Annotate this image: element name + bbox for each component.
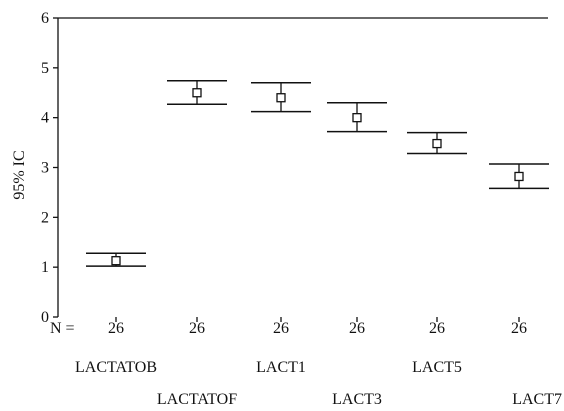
n-value-label: 26 (511, 320, 527, 337)
error-bar-lact1 (251, 82, 311, 113)
mean-marker (276, 93, 286, 103)
category-label: LACTATOB (75, 359, 157, 376)
n-value-label: 26 (429, 320, 445, 337)
category-label: LACT7 (512, 391, 562, 408)
category-label: LACT1 (256, 359, 306, 376)
category-label: LACT3 (332, 391, 382, 408)
y-tick-label: 1 (41, 259, 49, 276)
y-tick-label: 5 (41, 60, 49, 77)
error-bar-lactatob (86, 252, 146, 267)
n-prefix-label: N = (50, 320, 75, 337)
error-bar-lactatof (167, 80, 227, 105)
n-value-label: 26 (273, 320, 289, 337)
n-value-label: 26 (108, 320, 124, 337)
mean-marker (432, 138, 442, 149)
axes (57, 17, 548, 317)
category-label: LACTATOF (157, 391, 237, 408)
y-ticks: 0 1 2 3 4 5 6 (41, 10, 58, 326)
mean-marker (352, 113, 362, 123)
mean-marker (514, 171, 524, 182)
y-tick-label: 4 (41, 110, 49, 127)
n-value-label: 26 (189, 320, 205, 337)
mean-marker (111, 256, 121, 266)
category-label: LACT5 (412, 359, 462, 376)
y-tick-label: 3 (41, 160, 49, 177)
y-tick-label: 2 (41, 209, 49, 226)
n-value-label: 26 (349, 320, 365, 337)
error-bar-lact5 (407, 131, 467, 155)
error-bar-lact3 (327, 101, 387, 133)
y-tick-label: 0 (41, 309, 49, 326)
n-labels: 26 26 26 26 26 26 (108, 317, 527, 337)
error-bar-lact7 (489, 163, 549, 190)
y-tick-label: 6 (41, 10, 49, 27)
error-bars (86, 80, 549, 267)
mean-marker (192, 88, 202, 98)
y-axis-title: 95% IC (11, 150, 28, 199)
